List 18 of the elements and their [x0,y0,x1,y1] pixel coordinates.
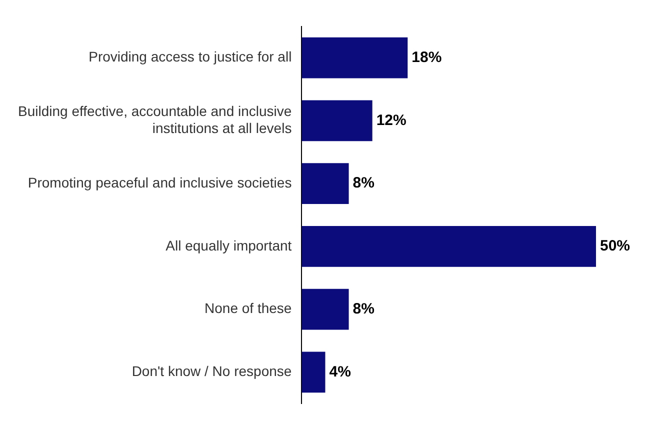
bar [302,163,349,204]
bar [302,100,372,142]
data-label: 50% [600,238,630,255]
y-tick-label: None of these [204,300,292,316]
y-tick-label: Building effective, accountable and inclusive institutions at all levels [18,103,292,136]
y-tick-label: Providing access to justice for all [88,48,292,65]
data-label: 8% [352,174,374,192]
bar [302,288,349,330]
data-label: 8% [352,300,374,318]
data-label: 4% [329,363,351,380]
data-label: 12% [376,112,406,129]
y-tick-label: Don't know / No response [132,363,292,380]
y-tick-label: All equally important [166,237,292,254]
bar [302,37,408,78]
data-label: 18% [412,48,442,66]
y-tick-label: Promoting peaceful and inclusive societies [28,174,292,190]
bar [302,352,326,393]
bar [302,226,596,267]
